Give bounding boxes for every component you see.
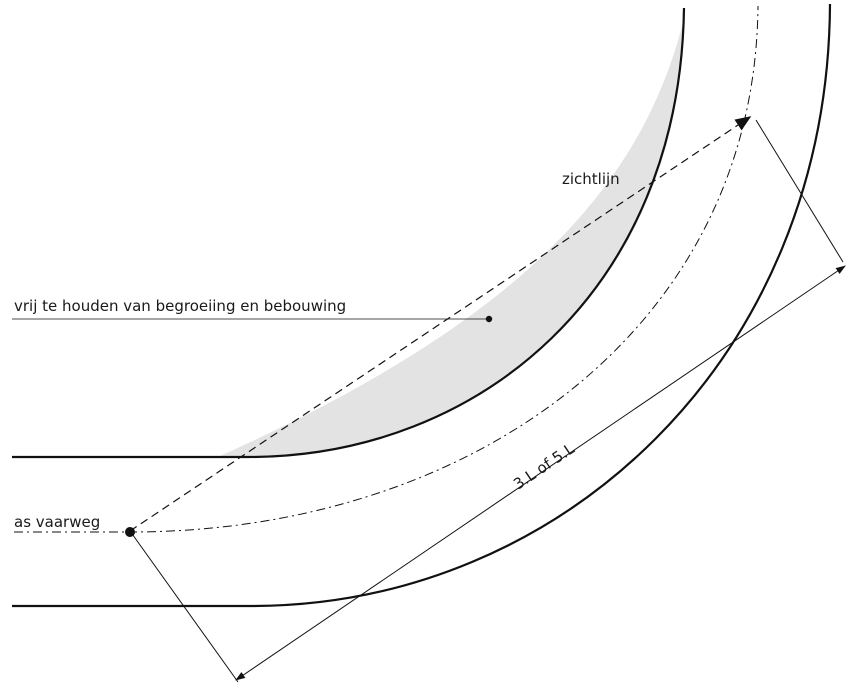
distance-label: 3.L of 5.L bbox=[510, 439, 578, 493]
waterway-axis-line bbox=[14, 5, 759, 533]
distance-dimension-line bbox=[235, 265, 846, 681]
extension-line-left bbox=[129, 530, 239, 683]
start-point-dot bbox=[125, 527, 135, 537]
extension-line-right bbox=[755, 119, 844, 263]
clear-zone-area bbox=[218, 18, 684, 457]
waterway-axis-label: as vaarweg bbox=[14, 513, 100, 531]
clear-zone-label: vrij te houden van begroeiing en bebouwi… bbox=[14, 297, 346, 315]
sightline-label: zichtlijn bbox=[562, 170, 620, 188]
sightline-line bbox=[129, 116, 752, 532]
clear-zone-leader-dot bbox=[485, 315, 493, 323]
